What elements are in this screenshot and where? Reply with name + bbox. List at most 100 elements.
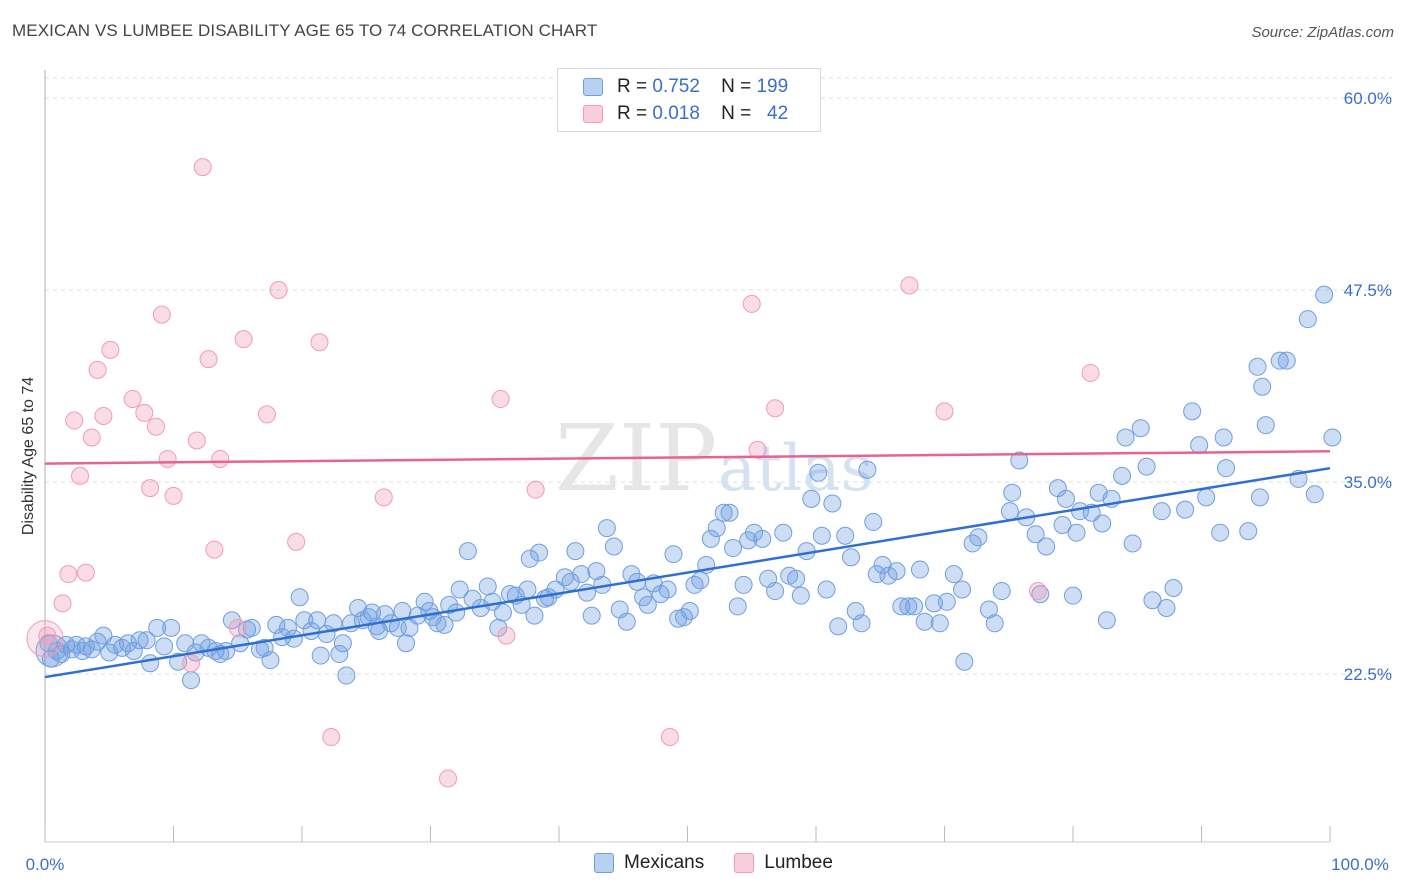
mexicans-point [937,592,956,611]
lumbee-trend-line [44,450,1331,465]
mexicans-point [1064,586,1082,605]
mexicans-point [1298,310,1317,329]
bottom-legend-lumbee: Lumbee [734,852,833,874]
x-ticks [44,826,1331,842]
mexicans-point [852,614,871,633]
mexicans-point [985,614,1004,633]
lumbee-point [660,727,679,746]
mexicans-point [1305,485,1324,504]
lumbee-point [182,654,201,673]
mexicans-point [1143,591,1162,610]
mexicans-point [617,612,636,631]
mexicans-point [1323,428,1342,447]
mexicans-point [930,614,949,633]
mexicans-point [701,529,720,548]
mexicans-point [992,582,1011,601]
mexicans-point [597,519,616,538]
mexicans-point [162,618,181,637]
mexicans-point [953,580,972,599]
mexicans-point [1097,611,1116,630]
legend: R = 0.752 N = 199 R = 0.018 N = 42 [557,68,821,132]
mexicans-point [478,577,497,596]
y-axis-label: Disability Age 65 to 74 [20,377,37,535]
mexicans-point [1277,351,1296,370]
mexicans-point [887,562,906,581]
x-tick-label-min: 0.0% [26,855,65,874]
mexicans-point [817,580,836,599]
trend-lines [44,450,1331,679]
mexicans-point [1250,488,1269,507]
mexicans-point [979,600,998,619]
mexicans-point [842,548,861,567]
mexicans-point [363,603,382,622]
mexicans-point [1217,459,1236,478]
mexicans-point [714,503,733,522]
mexicans-point [458,542,477,561]
mexicans-point [261,651,280,670]
lumbee-point [82,428,101,447]
lumbee-point [187,431,206,450]
mexicans-point [1113,466,1132,485]
mexicans-point [141,654,160,673]
mexicans-point [566,542,585,561]
mexicans-point [969,528,988,547]
mexicans-point [836,526,855,545]
grid-lines [45,77,1392,675]
mexicans-point [691,571,710,590]
y-tick-label: 47.5% [1344,281,1392,300]
mexicans-point [1053,516,1072,535]
mexicans-point [1031,585,1050,604]
legend-n-value: 42 [767,103,789,124]
mexicans-point [137,631,156,650]
lumbee-point [322,727,341,746]
mexicans-point [1056,489,1075,508]
mexicans-point [415,592,434,611]
lumbee-point [491,390,510,409]
y-tick-label: 22.5% [1344,665,1392,684]
bottom-legend-label: Mexicans [624,852,705,873]
mexicans-point [809,463,828,482]
lumbee-point [199,350,218,369]
mexicans-point [290,588,309,607]
mexicans-point [829,617,848,636]
mexicans-point [1003,483,1022,502]
mexicans-point [734,575,753,594]
mexicans-point [1137,457,1156,476]
mexicans-point [1315,285,1334,304]
mexicans-point [823,494,842,513]
lumbee-point [228,618,247,637]
mexicans-point [450,580,469,599]
mexicans-point [915,612,934,631]
lumbee-point [38,626,57,645]
mexicans-point [1197,488,1216,507]
mexicans-point [1248,357,1267,376]
lumbee-point [1028,582,1047,601]
mexicans-point [1239,522,1258,541]
lumbee-point [76,563,95,582]
lumbee-point [211,449,230,468]
mexicans-point [561,572,580,591]
lumbee-point [766,399,785,418]
legend-r-value: 0.018 [652,103,700,124]
mexicans-point [879,566,898,585]
mexicans-point [572,565,591,584]
lumbee-point [101,340,120,359]
legend-n-label: N = [721,76,752,97]
mexicans-point [242,618,261,637]
mexicans-point [944,565,963,584]
mexicans-point [604,537,623,556]
chart-title: MEXICAN VS LUMBEE DISABILITY AGE 65 TO 7… [12,21,598,40]
lumbee-point [65,411,84,430]
lumbee-point [94,406,113,425]
lumbee-point [158,449,177,468]
mexicans-point [447,603,466,622]
mexicans-point [155,637,174,656]
mexicans-point [864,512,883,531]
lumbee-point [526,480,545,499]
mexicans-point [955,652,974,671]
mexicans-point [728,597,747,616]
mexicans-point [924,594,943,613]
lumbee-point [900,276,919,295]
mexicans-point [812,526,831,545]
mexicans-point [892,597,911,616]
